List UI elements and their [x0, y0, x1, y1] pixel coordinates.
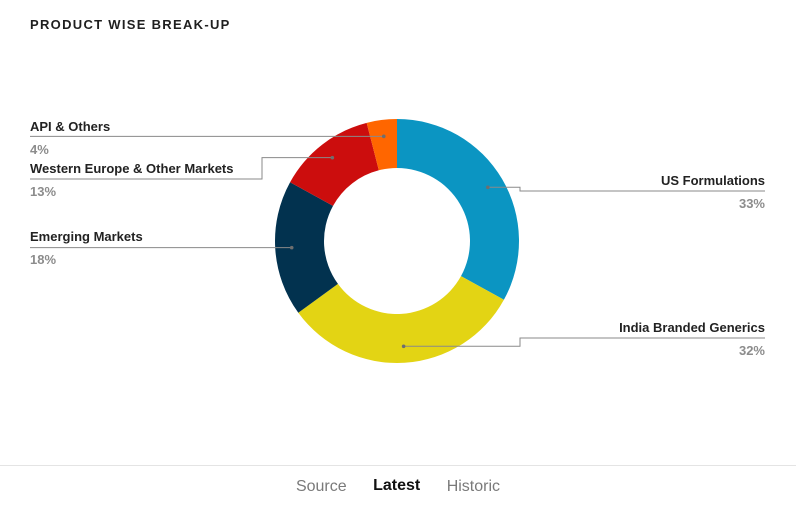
slice-api-and-others[interactable]	[366, 119, 397, 171]
leader-dot-india-branded-generics	[401, 344, 406, 349]
slice-us-formulations[interactable]	[397, 119, 519, 300]
leader-line-us-formulations	[487, 186, 765, 192]
leader-lines	[30, 134, 765, 349]
leader-dot-emerging-markets	[289, 245, 294, 250]
slice-labels: US Formulations 33% India Branded Generics…	[30, 119, 765, 358]
chart-title: PRODUCT WISE BREAK-UP	[30, 17, 231, 32]
slice-label-api-and-others: API & Others	[30, 119, 110, 134]
tab-latest[interactable]: Latest	[373, 477, 421, 494]
leader-line-western-europe-and-other-markets	[30, 157, 333, 180]
leader-dot-us-formulations	[486, 185, 490, 190]
slice-western-europe-and-other-markets[interactable]	[290, 122, 379, 206]
footer-tab-bar: Source Latest Historic	[0, 465, 796, 509]
tab-historic[interactable]: Historic	[446, 478, 501, 495]
leader-dot-western-europe-and-other-markets	[330, 155, 335, 160]
leader-dot-api-and-others	[381, 134, 386, 139]
slice-value-western-europe-and-other-markets: 13%	[30, 184, 56, 199]
slice-value-india-branded-generics: 32%	[739, 343, 765, 358]
tabs: Source Latest Historic	[0, 477, 796, 496]
slice-value-us-formulations: 33%	[739, 196, 765, 211]
slice-emerging-markets[interactable]	[275, 182, 338, 313]
slice-value-api-and-others: 4%	[30, 142, 49, 157]
slice-india-branded-generics[interactable]	[298, 276, 504, 363]
slice-label-us-formulations: US Formulations	[661, 173, 765, 188]
donut-slices	[275, 119, 519, 363]
slice-label-western-europe-and-other-markets: Western Europe & Other Markets	[30, 161, 233, 176]
slice-label-india-branded-generics: India Branded Generics	[619, 320, 765, 335]
donut-chart: US Formulations 33% India Branded Generics…	[30, 119, 765, 363]
tab-source[interactable]: Source	[295, 478, 347, 495]
slice-value-emerging-markets: 18%	[30, 252, 56, 267]
slice-label-emerging-markets: Emerging Markets	[30, 229, 143, 244]
leader-line-india-branded-generics	[403, 337, 765, 347]
